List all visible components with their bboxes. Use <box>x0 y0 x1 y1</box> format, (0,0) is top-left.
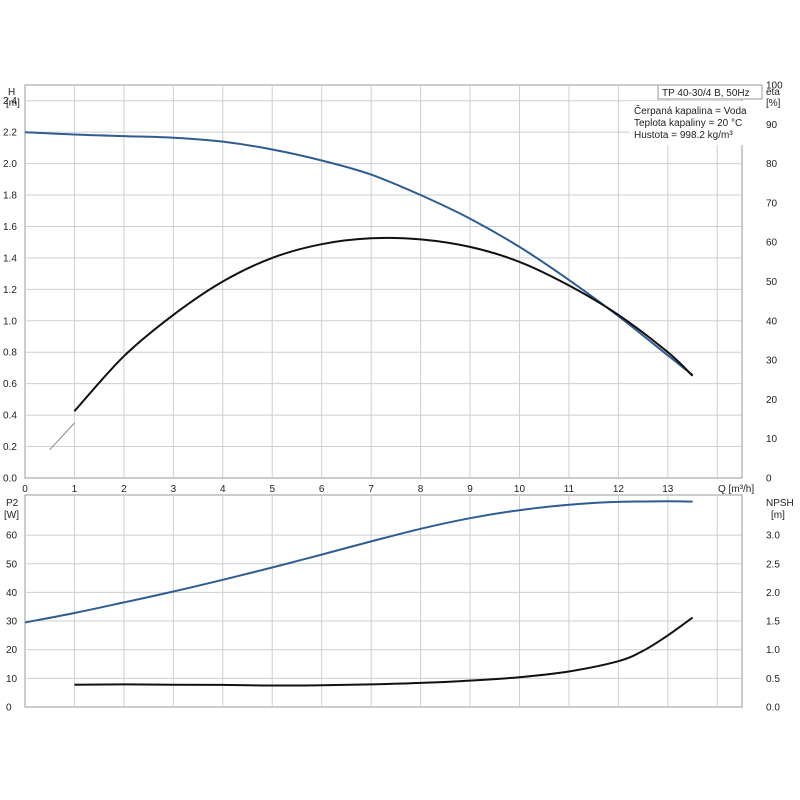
x-tick-label: 0 <box>22 484 28 495</box>
left-tick-label: 0.6 <box>3 379 17 390</box>
left-axis-name: H <box>8 87 15 98</box>
p2-tick-label: 30 <box>6 617 18 628</box>
info-text-background <box>630 101 760 145</box>
head-curve <box>24 131 694 376</box>
left-tick-label: 0.4 <box>3 411 17 422</box>
x-tick-label: 10 <box>514 484 526 495</box>
right-axis-unit: [%] <box>766 98 781 109</box>
left-tick-label: 1.8 <box>3 191 17 202</box>
npsh-tick-label: 2.0 <box>766 588 780 599</box>
p2-tick-label: 10 <box>6 674 18 685</box>
npsh-tick-label: 3.0 <box>766 531 780 542</box>
p2-axis-name: P2 <box>6 498 19 509</box>
x-tick-label: 6 <box>319 484 325 495</box>
p2-tick-label: 50 <box>6 559 18 570</box>
bottom-plot-frame <box>24 494 743 708</box>
right-axis-name: eta <box>766 87 780 98</box>
top-plot-frame <box>24 84 743 479</box>
left-tick-label: 2.4 <box>3 96 17 107</box>
eta-extension-line <box>49 422 75 451</box>
npsh-tick-label: 0.0 <box>766 703 780 714</box>
p2-tick-label: 0 <box>6 703 12 714</box>
right-tick-label: 30 <box>766 356 778 367</box>
npsh-curve <box>74 616 694 687</box>
left-axis-unit: [m] <box>6 98 20 109</box>
p2-tick-label: 20 <box>6 645 18 656</box>
right-tick-label: 80 <box>766 159 778 170</box>
x-tick-label: 9 <box>467 484 473 495</box>
npsh-tick-label: 1.5 <box>766 617 780 628</box>
x-tick-label: 7 <box>368 484 374 495</box>
npsh-axis-name: NPSH <box>766 498 794 509</box>
x-axis-label: Q [m³/h] <box>718 484 754 495</box>
x-tick-label: 2 <box>121 484 127 495</box>
info-title-box <box>657 84 763 100</box>
p2-axis-unit: [W] <box>4 510 19 521</box>
p2-tick-label: 60 <box>6 531 18 542</box>
npsh-tick-label: 0.5 <box>766 674 780 685</box>
left-tick-label: 1.2 <box>3 285 17 296</box>
right-tick-label: 60 <box>766 238 778 249</box>
left-tick-label: 2.2 <box>3 128 17 139</box>
right-tick-label: 70 <box>766 198 778 209</box>
left-tick-label: 0.0 <box>3 474 17 485</box>
right-tick-label: 20 <box>766 395 778 406</box>
left-tick-label: 1.0 <box>3 316 17 327</box>
x-tick-label: 12 <box>613 484 625 495</box>
x-tick-label: 4 <box>220 484 226 495</box>
x-tick-label: 13 <box>662 484 674 495</box>
left-tick-label: 0.2 <box>3 442 17 453</box>
x-tick-label: 11 <box>564 484 575 495</box>
info-line: Hustota = 998.2 kg/m³ <box>634 130 733 141</box>
left-tick-label: 1.4 <box>3 253 17 264</box>
x-tick-label: 8 <box>418 484 424 495</box>
right-tick-label: 90 <box>766 120 778 131</box>
npsh-axis-unit: [m] <box>771 510 785 521</box>
info-line: Teplota kapaliny = 20 °C <box>634 118 742 129</box>
left-tick-label: 1.6 <box>3 222 17 233</box>
left-tick-label: 2.0 <box>3 159 17 170</box>
npsh-tick-label: 2.5 <box>766 559 780 570</box>
right-tick-label: 40 <box>766 316 778 327</box>
npsh-tick-label: 1.0 <box>766 645 780 656</box>
efficiency-curve <box>73 236 694 412</box>
x-tick-label: 3 <box>171 484 177 495</box>
x-tick-label: 5 <box>269 484 275 495</box>
left-tick-label: 0.8 <box>3 348 17 359</box>
right-tick-label: 50 <box>766 277 778 288</box>
power-curve <box>24 500 693 624</box>
right-tick-label: 100 <box>766 81 783 92</box>
info-model: TP 40-30/4 B, 50Hz <box>662 88 750 99</box>
right-tick-label: 0 <box>766 474 772 485</box>
x-tick-label: 1 <box>72 484 78 495</box>
info-line: Čerpaná kapalina = Voda <box>634 104 747 117</box>
right-tick-label: 10 <box>766 434 778 445</box>
p2-tick-label: 40 <box>6 588 18 599</box>
